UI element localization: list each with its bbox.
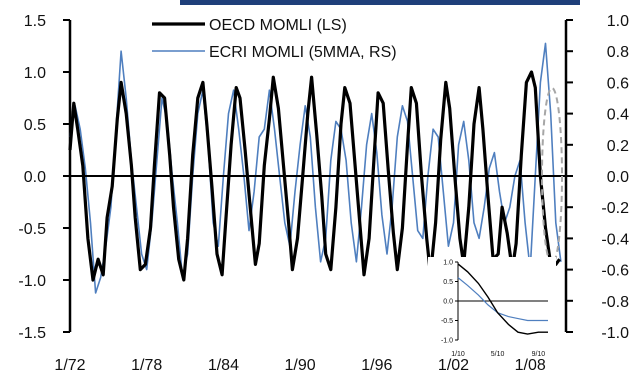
inset-y-tick-labels: -1.0 -0.5 0.0 0.5 1.0 — [441, 260, 458, 345]
y-right-tick-label: -0.6 — [601, 263, 629, 280]
y-right-tick-label: 0.6 — [607, 75, 629, 92]
inset-x-tick-label: 5/10 — [491, 351, 505, 358]
inset-chart: -1.0 -0.5 0.0 0.5 1.0 1/10 5/10 9/10 — [428, 257, 556, 358]
y-right-tick-labels: -1.0 -0.8 -0.6 -0.4 -0.2 0.0 0.2 0.4 0.6 0.8 1.0 — [566, 13, 629, 342]
inset-x-tick-label: 1/10 — [451, 351, 465, 358]
y-left-tick-label: -1.0 — [18, 273, 46, 290]
y-right-tick-label: 1.0 — [607, 13, 629, 30]
series-line-oecd-momli — [68, 70, 561, 282]
inset-y-tick-label: 0.5 — [443, 279, 453, 286]
y-right-tick-label: 0.8 — [607, 44, 629, 61]
y-left-tick-label: 1.5 — [24, 13, 46, 30]
y-right-tick-label: 0.4 — [607, 107, 629, 124]
x-tick-label: 1/78 — [131, 357, 162, 374]
y-left-tick-label: 0.0 — [24, 169, 46, 186]
inset-y-tick-label: 1.0 — [443, 260, 453, 267]
x-tick-label: 1/08 — [515, 357, 546, 374]
inset-x-tick-label: 9/10 — [532, 351, 546, 358]
inset-background — [428, 257, 556, 353]
highlight-ellipse — [541, 87, 563, 265]
inset-series-line-oecd — [457, 263, 548, 335]
y-right-tick-label: -0.2 — [601, 200, 629, 217]
x-tick-label: 1/84 — [208, 357, 239, 374]
x-tick-label: 1/90 — [285, 357, 316, 374]
y-right-tick-label: -0.4 — [601, 231, 629, 248]
legend: OECD MOMLI (LS) ECRI MOMLI (5MMA, RS) — [152, 17, 397, 61]
y-right-tick-label: 0.0 — [607, 169, 629, 186]
inset-y-tick-label: 0.0 — [443, 299, 453, 306]
inset-y-tick-label: -0.5 — [441, 318, 453, 325]
x-tick-label: 1/96 — [361, 357, 392, 374]
legend-label-oecd: OECD MOMLI (LS) — [209, 17, 347, 34]
x-tick-label: 1/72 — [54, 357, 85, 374]
header-strip — [180, 0, 580, 5]
y-right-tick-label: -1.0 — [601, 325, 629, 342]
legend-label-ecri: ECRI MOMLI (5MMA, RS) — [209, 44, 397, 61]
inset-y-tick-label: -1.0 — [441, 338, 453, 345]
y-left-tick-label: -0.5 — [18, 221, 46, 238]
x-tick-labels: 1/72 1/78 1/84 1/90 1/96 1/02 1/08 — [54, 357, 545, 374]
y-right-tick-label: 0.2 — [607, 138, 629, 155]
y-right-tick-label: -0.8 — [601, 294, 629, 311]
y-left-tick-labels: -1.5 -1.0 -0.5 0.0 0.5 1.0 1.5 — [18, 13, 70, 342]
y-left-tick-label: 1.0 — [24, 65, 46, 82]
x-tick-label: 1/02 — [438, 357, 469, 374]
y-left-tick-label: -1.5 — [18, 325, 46, 342]
inset-x-tick-labels: 1/10 5/10 9/10 — [451, 351, 545, 358]
y-left-tick-label: 0.5 — [24, 117, 46, 134]
inset-series-line-ecri — [457, 277, 548, 322]
